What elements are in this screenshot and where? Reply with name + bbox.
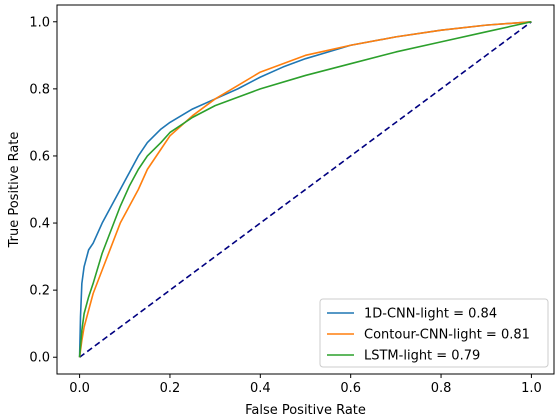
y-axis-label: True Positive Rate: [7, 132, 22, 249]
legend-label-3: LSTM-light = 0.79: [364, 349, 480, 364]
legend-box: [319, 298, 549, 368]
legend-label-2: Contour-CNN-light = 0.81: [364, 328, 530, 343]
series-line-2: [78, 20, 532, 358]
legend-label-1: 1D-CNN-light = 0.84: [364, 307, 497, 322]
x-tick-label: 0.6: [340, 381, 361, 396]
x-tick-label: 0.0: [69, 381, 90, 396]
x-tick-label: 0.8: [431, 381, 452, 396]
axes-frame: [56, 4, 555, 375]
tick-layer: 0.0 0.2 0.4 0.6 0.8 1.0 0.0 0.2 0.4 0.6 0.8 1.0: [29, 15, 541, 396]
y-tick-label: 0.0: [29, 351, 50, 366]
y-tick-label: 0.2: [29, 284, 50, 299]
plot-area: [78, 20, 532, 358]
x-tick-label: 1.0: [521, 381, 542, 396]
legend: 1D-CNN-light = 0.84 Contour-CNN-light = 0…: [319, 298, 549, 368]
x-tick-label: 0.4: [250, 381, 271, 396]
y-tick-label: 0.6: [29, 149, 50, 164]
y-tick-label: 0.4: [29, 217, 50, 232]
x-axis-label: False Positive Rate: [245, 403, 366, 418]
series-line-3: [78, 20, 532, 358]
y-tick-label: 0.8: [29, 82, 50, 97]
x-tick-label: 0.2: [160, 381, 181, 396]
reference-diagonal-line: [79, 21, 532, 358]
y-tick-label: 1.0: [29, 15, 50, 30]
